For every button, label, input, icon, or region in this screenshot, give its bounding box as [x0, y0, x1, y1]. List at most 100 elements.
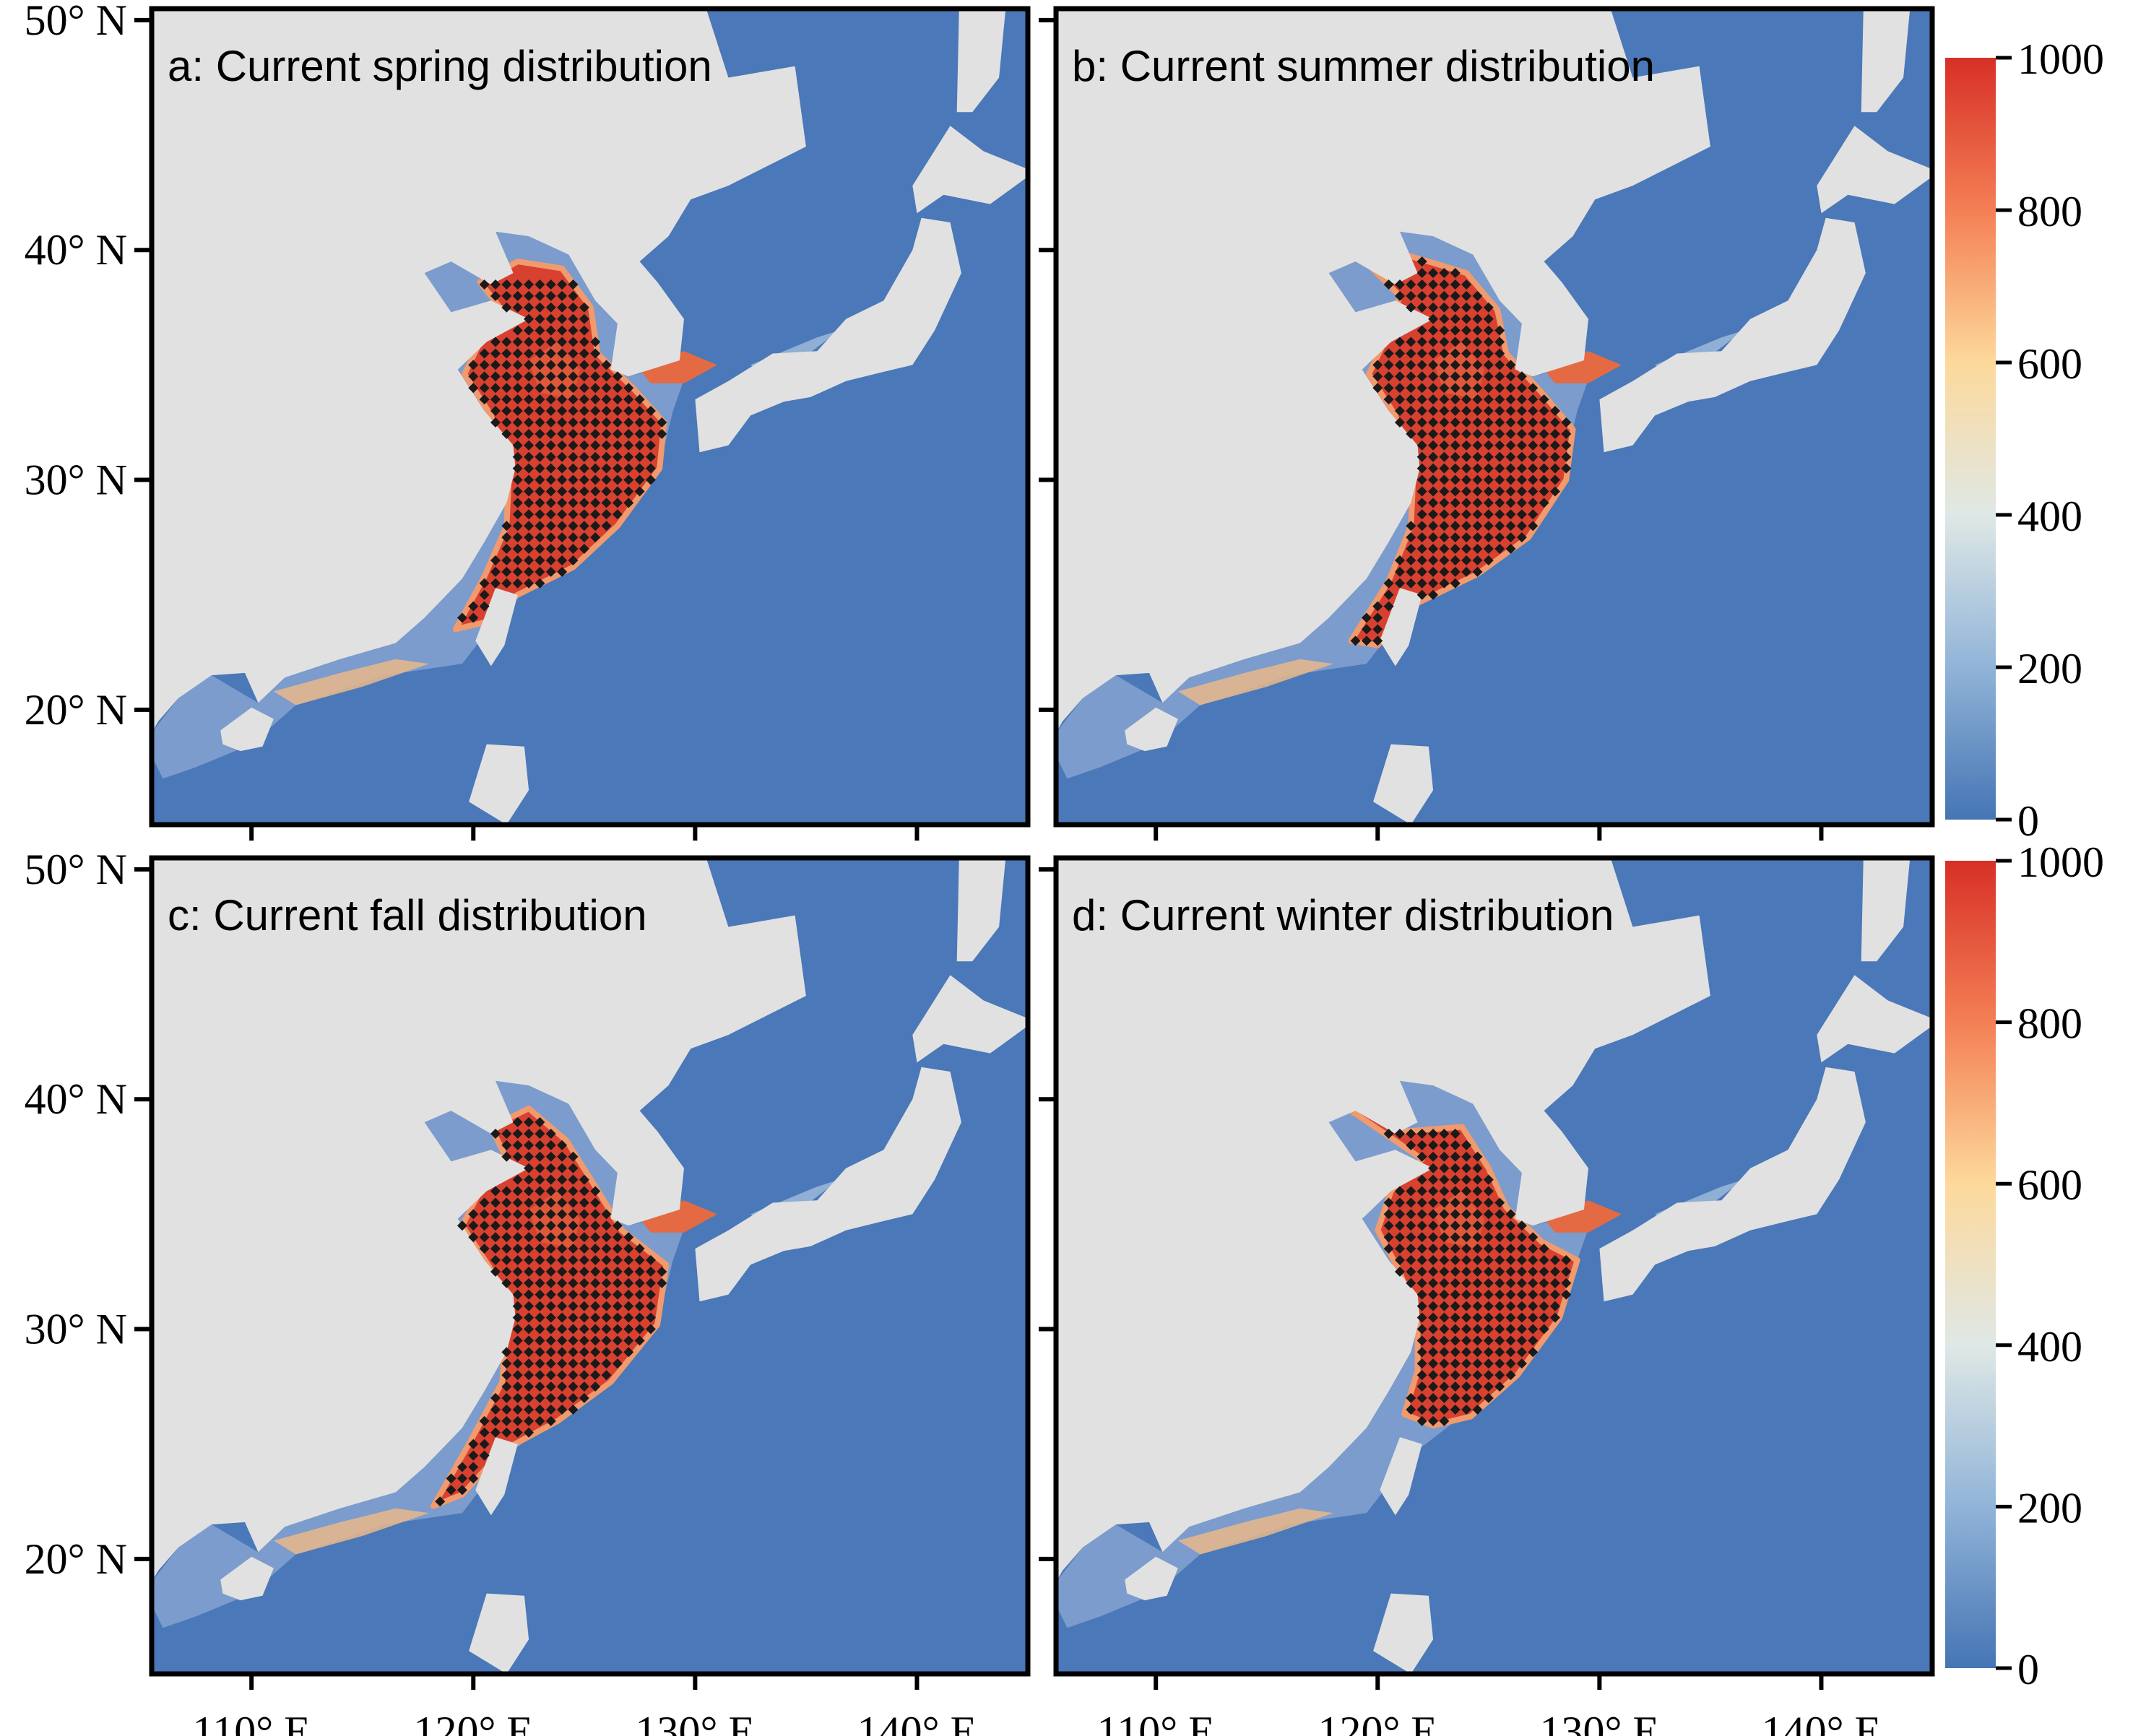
observation-point	[1461, 406, 1472, 417]
observation-point	[1505, 360, 1516, 370]
observation-point	[601, 383, 612, 394]
colorbar-tick-label: 200	[2017, 645, 2082, 693]
observation-point	[512, 1197, 523, 1208]
observation-point	[601, 1335, 612, 1346]
observation-point	[468, 1438, 479, 1449]
observation-point	[512, 1358, 523, 1369]
observation-point	[479, 279, 490, 290]
observation-point	[1372, 612, 1383, 623]
observation-point	[634, 451, 645, 462]
observation-point	[535, 428, 545, 439]
observation-point	[535, 555, 545, 565]
observation-point	[545, 1186, 556, 1197]
observation-point	[535, 1277, 545, 1288]
observation-point	[1461, 532, 1472, 543]
observation-point	[545, 394, 556, 405]
observation-point	[535, 463, 545, 474]
observation-point	[1416, 1324, 1427, 1334]
observation-points	[457, 279, 667, 623]
observation-point	[568, 1197, 579, 1208]
observation-point	[1450, 1301, 1461, 1311]
observation-point	[479, 394, 490, 405]
observation-point	[1472, 474, 1483, 485]
observation-point	[468, 1232, 479, 1243]
observation-point	[1461, 1358, 1472, 1369]
observation-point	[645, 451, 656, 462]
observation-point	[1439, 1312, 1450, 1323]
observation-point	[1472, 486, 1483, 497]
observation-point	[568, 1347, 579, 1358]
observation-point	[590, 509, 601, 520]
observation-point	[490, 360, 501, 370]
observation-point	[634, 1277, 645, 1288]
observation-point	[1549, 451, 1560, 462]
observation-point	[1505, 1232, 1516, 1243]
observation-point	[457, 1462, 467, 1472]
observation-point	[1439, 325, 1450, 336]
south-china-coast-band	[1177, 1508, 1333, 1555]
observation-point	[1416, 532, 1427, 543]
observation-point	[501, 1266, 512, 1277]
land-6	[956, 9, 1006, 113]
land-4	[695, 217, 961, 453]
observation-point	[512, 463, 523, 474]
observation-point	[1416, 1358, 1427, 1369]
observation-point	[623, 1289, 634, 1300]
observation-point	[612, 371, 623, 382]
observation-point	[590, 1255, 601, 1266]
observation-point	[579, 440, 589, 451]
observation-point	[1372, 371, 1383, 382]
observation-point	[524, 1335, 535, 1346]
land-4	[1599, 217, 1866, 453]
observation-point	[1361, 612, 1372, 623]
observation-point	[535, 451, 545, 462]
observation-point	[1450, 1174, 1461, 1185]
observation-point	[1428, 555, 1439, 565]
observation-point	[1394, 290, 1405, 301]
land-2	[475, 588, 518, 667]
observation-point	[1494, 428, 1505, 439]
observation-point	[1428, 1358, 1439, 1369]
observation-point	[557, 544, 568, 555]
observation-point	[1406, 1209, 1416, 1220]
observation-point	[612, 1255, 623, 1266]
observation-point	[1483, 1220, 1494, 1231]
observation-point	[623, 1266, 634, 1277]
observation-point	[1483, 1324, 1494, 1334]
observation-point	[535, 1301, 545, 1311]
observation-point	[545, 1415, 556, 1426]
observation-point	[1528, 406, 1539, 417]
observation-point	[1394, 1255, 1405, 1266]
observation-point	[601, 521, 612, 531]
observation-point	[501, 302, 512, 313]
observation-point	[1528, 417, 1539, 428]
observation-point	[1406, 1186, 1416, 1197]
observation-point	[601, 1312, 612, 1323]
observation-point	[1461, 1312, 1472, 1323]
observation-point	[1472, 1404, 1483, 1415]
observation-point	[1483, 371, 1494, 382]
observation-point	[579, 1335, 589, 1346]
observation-point	[1450, 1393, 1461, 1404]
observation-point	[612, 1301, 623, 1311]
observation-point	[501, 1347, 512, 1358]
observation-point	[457, 1485, 467, 1496]
land-4	[695, 1067, 961, 1302]
observation-point	[1372, 360, 1383, 370]
observation-point	[579, 337, 589, 347]
observation-point	[512, 1151, 523, 1162]
observation-point	[1483, 1358, 1494, 1369]
observation-point	[623, 1335, 634, 1346]
observation-point	[1416, 1335, 1427, 1346]
observation-point	[524, 1415, 535, 1426]
observation-point	[1539, 451, 1549, 462]
observation-point	[579, 313, 589, 324]
observation-point	[1450, 521, 1461, 531]
observation-point	[557, 302, 568, 313]
observation-point	[490, 290, 501, 301]
observation-point	[545, 1209, 556, 1220]
observation-point	[512, 1140, 523, 1150]
observation-point	[634, 474, 645, 485]
land-2	[1380, 1437, 1422, 1516]
observation-point	[501, 1128, 512, 1139]
